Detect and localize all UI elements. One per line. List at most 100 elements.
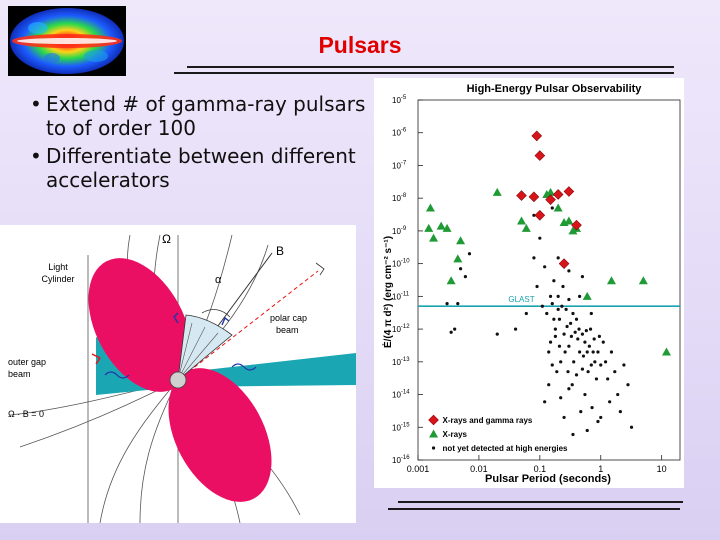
bullet-item: • Differentiate between different accele…: [30, 144, 380, 192]
data-point: [534, 209, 546, 221]
data-point: [550, 363, 554, 367]
emission-lobe-upper: [88, 258, 192, 392]
data-point: [453, 254, 463, 263]
x-tick-label: 0.001: [407, 464, 430, 474]
data-point: [552, 189, 564, 200]
data-point: [577, 327, 581, 331]
legend-marker: [428, 414, 439, 426]
bullet-marker: •: [30, 92, 42, 116]
data-point: [559, 396, 563, 400]
chart-plot-area: [417, 99, 681, 461]
data-point: [436, 221, 446, 230]
data-point: [573, 330, 577, 334]
data-point: [516, 216, 526, 225]
data-point: [580, 332, 585, 336]
diagram-alpha-label: α: [215, 274, 222, 286]
data-point: [574, 317, 579, 321]
data-point: [596, 350, 600, 354]
data-point: [557, 344, 562, 348]
data-point: [524, 311, 528, 316]
pulsar-observability-chart: High-Energy Pulsar Observability Pulsar …: [374, 78, 684, 488]
data-point: [553, 327, 557, 331]
data-point: [571, 432, 575, 437]
data-point: [543, 265, 547, 269]
data-point: [567, 344, 571, 348]
data-point: [567, 297, 571, 302]
data-point: [449, 330, 453, 334]
data-point: [556, 294, 560, 298]
data-point: [585, 350, 589, 354]
data-point: [606, 377, 610, 381]
emission-lobe-lower: [168, 368, 272, 502]
data-point: [596, 419, 600, 424]
data-point: [626, 383, 630, 387]
data-point: [456, 236, 466, 245]
bullet-list: • Extend # of gamma-ray pulsars to of or…: [30, 92, 380, 196]
title-underline-lower: [174, 72, 674, 74]
data-point: [559, 360, 563, 364]
data-point: [588, 327, 593, 331]
y-tick-label: 10-12: [392, 324, 410, 334]
bullet-item: • Extend # of gamma-ray pulsars to of or…: [30, 92, 380, 140]
data-point: [574, 373, 579, 377]
data-point: [578, 294, 582, 298]
glast-label: GLAST: [508, 295, 534, 304]
data-point: [521, 223, 531, 232]
data-point: [456, 302, 460, 306]
data-point: [609, 350, 614, 354]
data-point: [638, 276, 648, 285]
pulsar-magnetosphere-diagram: Ω B α Light Cylinder polar cap beam oute…: [0, 225, 356, 523]
title-underline-upper: [187, 66, 674, 68]
data-point: [589, 311, 593, 316]
data-point: [564, 307, 568, 311]
legend-marker: [431, 446, 436, 450]
data-point: [613, 370, 617, 374]
diagram-omega-label: Ω: [162, 232, 171, 246]
data-point: [622, 363, 626, 367]
chart-xlabel: Pulsar Period (seconds): [485, 473, 611, 485]
y-tick-label: 10-16: [392, 455, 410, 465]
data-point: [608, 400, 612, 404]
data-point: [589, 363, 593, 367]
bullet-text: Differentiate between different accelera…: [46, 144, 356, 192]
data-point: [629, 425, 634, 429]
data-point: [516, 190, 527, 201]
data-point: [548, 294, 553, 298]
data-point: [603, 360, 608, 364]
x-tick-label: 1: [598, 464, 603, 474]
chart-ylabel: Ė/(4 π d²) (erg cm⁻² s⁻¹): [381, 236, 394, 348]
data-point: [553, 203, 563, 212]
data-point: [618, 410, 622, 414]
diagram-polar-cap-beam-label-line1: polar cap: [270, 313, 307, 323]
data-point: [553, 334, 557, 338]
data-point: [467, 252, 472, 256]
data-point: [580, 367, 585, 371]
y-tick-label: 10-9: [392, 226, 407, 236]
data-point: [463, 275, 468, 279]
data-point: [593, 360, 597, 364]
data-point: [547, 350, 551, 354]
data-point: [532, 256, 536, 260]
diagram-b-field-label: B: [276, 244, 284, 258]
diagram-outer-gap-beam-label-line1: outer gap: [8, 357, 46, 367]
legend-label: X-rays and gamma rays: [443, 416, 533, 425]
y-tick-label: 10-11: [392, 291, 410, 301]
data-point: [661, 347, 671, 356]
bottom-rule-lower: [388, 508, 680, 510]
diagram-omega-dot-b-label: Ω · B = 0: [8, 409, 44, 419]
data-point: [563, 186, 575, 197]
data-point: [570, 383, 574, 387]
data-point: [562, 415, 566, 420]
data-point: [562, 332, 566, 336]
data-point: [552, 317, 556, 321]
data-point: [601, 340, 605, 344]
data-point: [453, 327, 457, 331]
diagram-light-cylinder-label-line1: Light: [48, 262, 68, 272]
data-point: [567, 269, 571, 273]
bullet-marker: •: [30, 144, 42, 168]
data-point: [561, 284, 565, 289]
y-tick-label: 10-5: [392, 95, 407, 105]
data-point: [616, 392, 620, 397]
data-point: [429, 233, 439, 242]
